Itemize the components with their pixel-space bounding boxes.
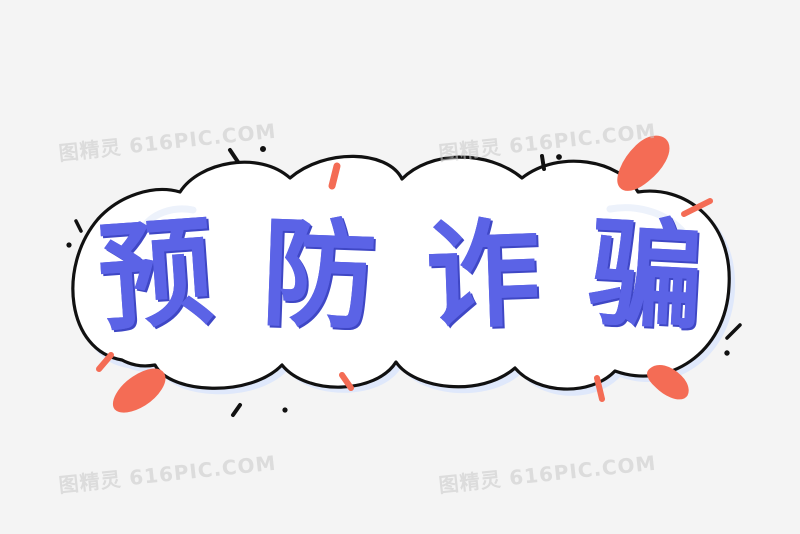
accent-bottom-mid-dash [339,372,354,391]
headline-char-4: 骗 [585,204,707,348]
headline-char-3: 诈 [423,205,543,347]
ink-dot-left-2 [66,242,72,248]
accent-bottom-right-dash [594,375,605,402]
accent-top-left-dash [328,162,341,190]
headline-char-1: 预 [94,203,218,349]
text-shines [140,243,665,314]
ink-dot-bottom-left-1 [231,403,242,417]
bubble-highlight [138,205,197,234]
ink-dot-bottom-left-2 [282,407,288,413]
accent-bottom-right-large [647,365,689,400]
accent-right-dash [681,198,713,217]
headline-text: 预 防 诈 骗 [94,204,706,348]
accent-left-dash [96,352,114,372]
accent-group [96,135,713,413]
ink-dots [66,146,742,417]
accent-bottom-left-large [113,368,166,413]
ink-dot-right-1 [725,323,742,340]
ink-dot-top-left-1 [228,148,240,164]
bubble-highlight-2 [606,204,688,237]
accent-top-right-large [617,135,670,191]
ink-dot-top-mid-2 [556,154,562,160]
headline-char-2: 防 [259,205,379,347]
ink-dot-right-2 [724,350,730,356]
ink-dot-top-mid-1 [540,154,546,171]
ink-dot-left-1 [74,219,83,233]
ink-dot-top-left-2 [260,146,266,152]
